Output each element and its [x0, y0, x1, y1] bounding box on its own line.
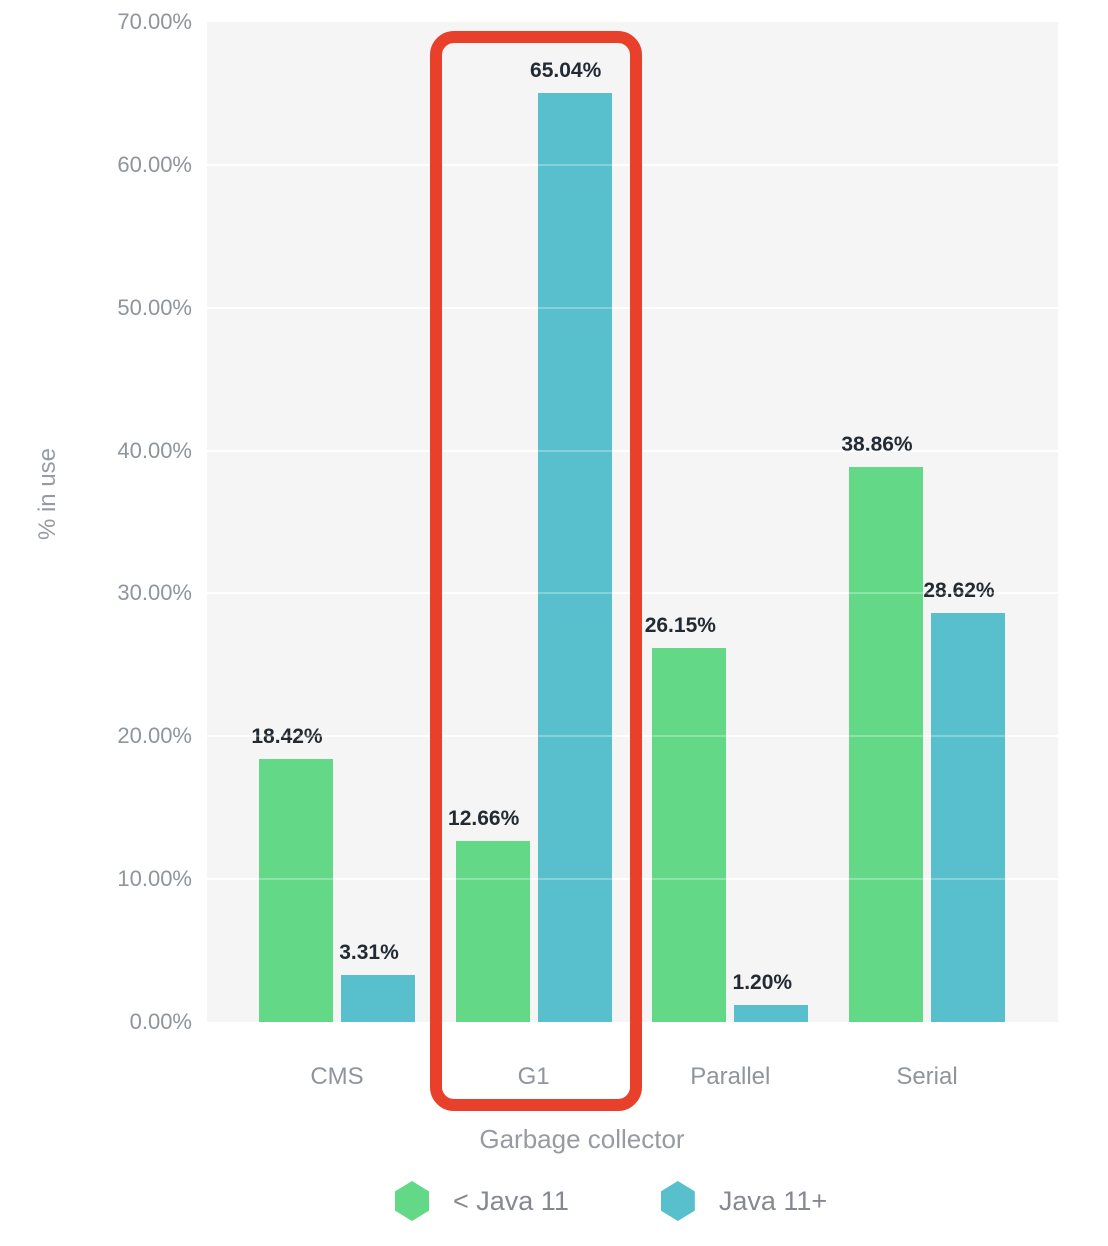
x-category-label-serial: Serial: [896, 1063, 958, 1090]
chart-legend: < Java 11 Java 11+: [395, 1181, 827, 1221]
x-category-label-cms: CMS: [310, 1063, 364, 1090]
bar--java-11-parallel: [652, 648, 727, 1022]
y-tick-label: 10.00%: [117, 866, 192, 892]
y-tick-label: 20.00%: [117, 723, 192, 749]
y-tick-label: 40.00%: [117, 437, 192, 463]
bar-value-label: 1.20%: [732, 970, 793, 994]
bar-java-11+-parallel: [734, 1004, 809, 1022]
y-tick-label: 30.00%: [117, 580, 192, 606]
bar-value-label: 28.62%: [923, 579, 995, 603]
legend-marker-hexagon-icon: [660, 1181, 695, 1221]
y-tick-label: 60.00%: [117, 151, 192, 177]
y-tick-label: 0.00%: [129, 1009, 192, 1034]
bar-java-11+-cms: [341, 974, 415, 1022]
legend-label: < Java 11: [453, 1185, 569, 1216]
x-axis-title: Garbage collector: [479, 1124, 685, 1154]
bar-value-label: 26.15%: [644, 614, 716, 638]
legend-label: Java 11+: [718, 1185, 828, 1216]
legend-item: Java 11+: [660, 1181, 828, 1221]
y-tick-label: 70.00%: [117, 9, 192, 34]
legend-marker-hexagon-icon: [395, 1181, 429, 1221]
x-category-label-parallel: Parallel: [690, 1063, 771, 1090]
bar-value-label: 12.66%: [448, 807, 520, 831]
x-category-label-g1: G1: [517, 1063, 550, 1090]
bar--java-11-g1: [455, 841, 530, 1022]
y-tick-label: 50.00%: [117, 294, 192, 320]
bar-value-label: 38.86%: [841, 432, 913, 456]
bar--java-11-serial: [849, 466, 923, 1022]
bar-value-label: 18.42%: [251, 724, 323, 748]
bar--java-11-cms: [259, 758, 333, 1022]
y-axis-title: % in use: [34, 447, 61, 541]
bar-java-11+-serial: [931, 613, 1005, 1022]
legend-item: < Java 11: [395, 1181, 569, 1221]
bar-value-label: 3.31%: [339, 940, 399, 964]
bar-value-label: 65.04%: [530, 58, 602, 82]
highlight-annotation-box: [429, 31, 642, 1111]
bar-java-11+-g1: [537, 92, 612, 1022]
